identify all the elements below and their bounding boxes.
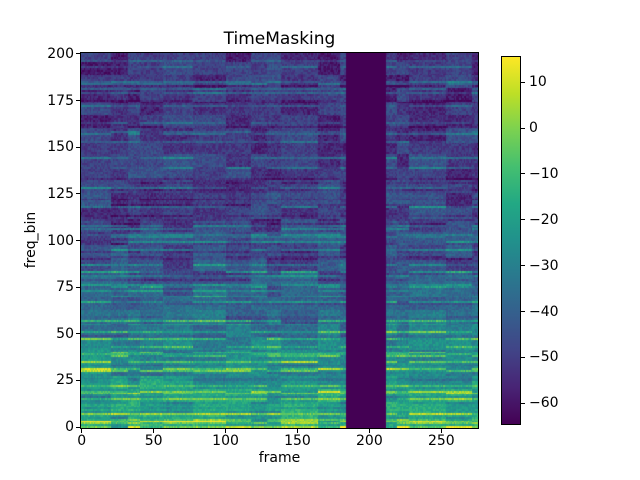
y-tick-mark (76, 286, 80, 288)
y-tick-label: 0 (65, 419, 74, 436)
colorbar-tick-mark (521, 311, 525, 313)
colorbar-tick-mark (521, 173, 525, 175)
x-tick-mark (296, 429, 298, 433)
y-axis-label: freq_bin (23, 211, 39, 269)
colorbar-tick-label: 10 (529, 74, 547, 91)
colorbar-tick-label: 0 (529, 120, 538, 137)
colorbar-tick-label: −50 (529, 349, 559, 366)
colorbar-tick-mark (521, 356, 525, 358)
y-tick-label: 125 (47, 185, 74, 202)
y-tick-mark (76, 193, 80, 195)
colorbar-tick-mark (521, 219, 525, 221)
x-tick-mark (440, 429, 442, 433)
y-tick-mark (76, 240, 80, 241)
x-tick-label: 150 (284, 433, 311, 449)
colorbar-tick-label: −40 (529, 303, 559, 320)
x-tick-mark (368, 429, 370, 433)
colorbar-tick-label: −30 (529, 257, 559, 274)
y-tick-mark (76, 426, 80, 428)
x-tick-mark (153, 429, 155, 433)
x-tick-label: 200 (356, 433, 383, 449)
colorbar-gradient (502, 57, 520, 424)
y-tick-mark (76, 333, 80, 335)
colorbar-tick-mark (521, 81, 525, 83)
y-tick-label: 175 (47, 92, 74, 109)
colorbar-tick-mark (521, 265, 525, 267)
colorbar-tick-label: −60 (529, 395, 559, 412)
y-tick-label: 200 (47, 45, 74, 62)
y-tick-label: 150 (47, 139, 74, 156)
x-tick-label: 250 (427, 433, 455, 449)
colorbar-tick-label: −20 (529, 211, 559, 228)
x-tick-mark (225, 429, 227, 433)
y-tick-label: 100 (47, 232, 74, 249)
y-tick-label: 25 (56, 372, 74, 389)
colorbar-tick-mark (521, 127, 525, 129)
y-tick-mark (76, 379, 80, 381)
x-tick-mark (81, 429, 83, 433)
chart-title: TimeMasking (223, 29, 336, 49)
x-tick-label: 100 (212, 433, 239, 449)
y-tick-label: 75 (56, 279, 74, 296)
spectrogram-heatmap (81, 53, 478, 428)
x-tick-label: 0 (77, 433, 87, 449)
colorbar (501, 56, 521, 425)
y-tick-mark (76, 53, 80, 55)
x-axis-label: frame (258, 450, 301, 466)
colorbar-tick-label: −10 (529, 165, 559, 182)
plot-area (80, 52, 479, 429)
y-tick-label: 50 (56, 325, 74, 342)
colorbar-tick-mark (521, 402, 525, 404)
y-tick-mark (76, 100, 80, 102)
y-tick-mark (76, 146, 80, 148)
x-tick-label: 50 (144, 433, 163, 449)
